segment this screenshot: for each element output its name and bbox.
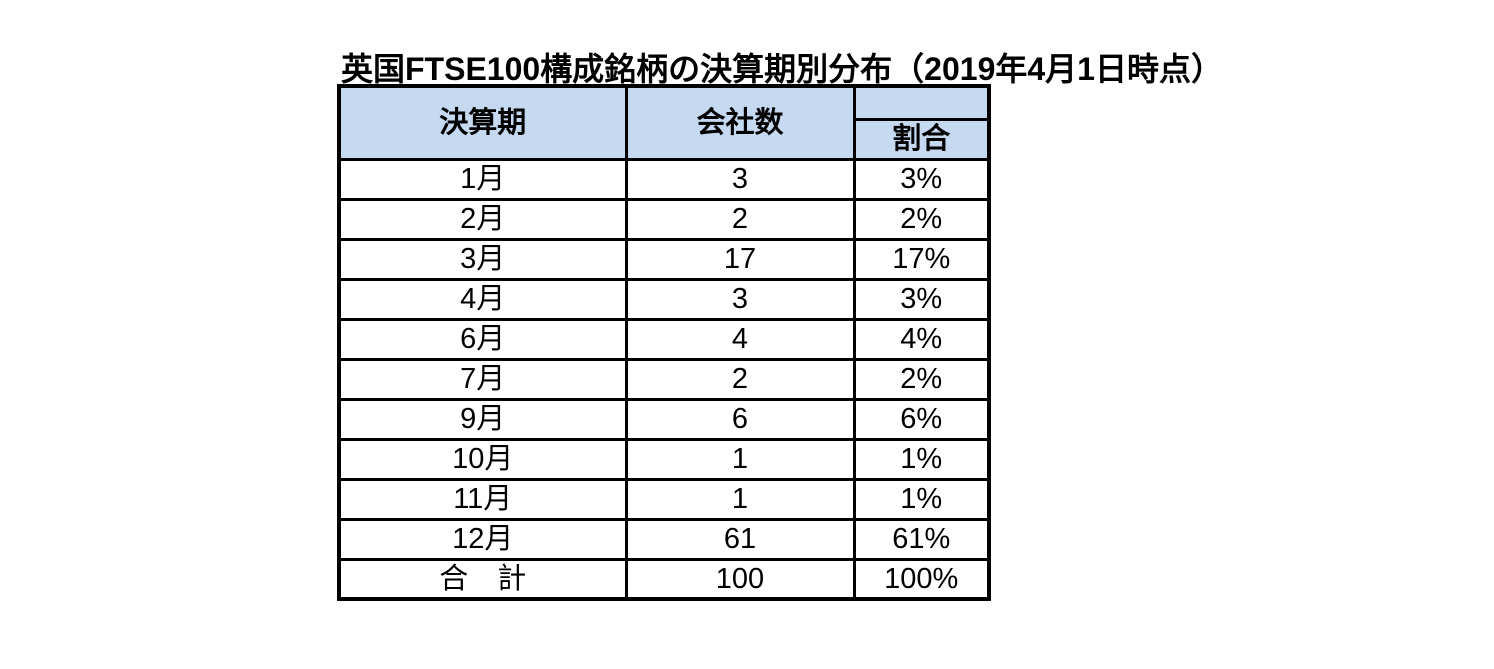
period-cell: 10月: [337, 437, 628, 481]
period-cell: 11月: [337, 477, 628, 521]
table-row: 11月 1 1%: [337, 477, 991, 521]
ratio-cell: 61%: [852, 517, 991, 561]
table-row: 10月 1 1%: [337, 437, 991, 481]
ratio-cell: 3%: [852, 277, 991, 321]
period-cell: 12月: [337, 517, 628, 561]
header-companies: 会社数: [624, 84, 856, 161]
header-spacer: [852, 84, 991, 121]
table-row: 6月 4 4%: [337, 317, 991, 361]
table-row: 12月 61 61%: [337, 517, 991, 561]
ratio-cell: 2%: [852, 357, 991, 401]
companies-cell: 1: [624, 437, 856, 481]
ratio-cell: 2%: [852, 197, 991, 241]
total-label-cell: 合 計: [337, 557, 628, 601]
header-row-upper: 決算期 会社数: [337, 84, 991, 161]
period-cell: 4月: [337, 277, 628, 321]
companies-cell: 2: [624, 197, 856, 241]
table-row: 7月 2 2%: [337, 357, 991, 401]
companies-cell: 61: [624, 517, 856, 561]
ratio-cell: 1%: [852, 437, 991, 481]
ratio-cell: 17%: [852, 237, 991, 281]
ratio-cell: 4%: [852, 317, 991, 361]
companies-cell: 3: [624, 277, 856, 321]
table-row: 9月 6 6%: [337, 397, 991, 441]
period-cell: 2月: [337, 197, 628, 241]
companies-cell: 3: [624, 157, 856, 201]
figure-title: 英国FTSE100構成銘柄の決算期別分布（2019年4月1日時点）: [341, 51, 1223, 87]
period-cell: 3月: [337, 237, 628, 281]
header-period: 決算期: [337, 84, 628, 161]
table-row: 3月 17 17%: [337, 237, 991, 281]
table-row: 2月 2 2%: [337, 197, 991, 241]
total-companies-cell: 100: [624, 557, 856, 601]
period-cell: 9月: [337, 397, 628, 441]
companies-cell: 6: [624, 397, 856, 441]
table-total-row: 合 計 100 100%: [337, 557, 991, 601]
table-row: 4月 3 3%: [337, 277, 991, 321]
companies-cell: 2: [624, 357, 856, 401]
period-cell: 6月: [337, 317, 628, 361]
ratio-cell: 3%: [852, 157, 991, 201]
distribution-table: 決算期 会社数 割合 1月 3 3% 2月 2 2% 3月 17 17%: [337, 84, 991, 601]
header-row-lower: 割合: [339, 117, 991, 161]
period-cell: 1月: [337, 157, 628, 201]
total-ratio-cell: 100%: [852, 557, 991, 601]
ratio-cell: 6%: [852, 397, 991, 441]
ratio-cell: 1%: [852, 477, 991, 521]
header-ratio: 割合: [852, 117, 991, 161]
companies-cell: 4: [624, 317, 856, 361]
period-cell: 7月: [337, 357, 628, 401]
companies-cell: 17: [624, 237, 856, 281]
companies-cell: 1: [624, 477, 856, 521]
table-row: 1月 3 3%: [337, 157, 991, 201]
